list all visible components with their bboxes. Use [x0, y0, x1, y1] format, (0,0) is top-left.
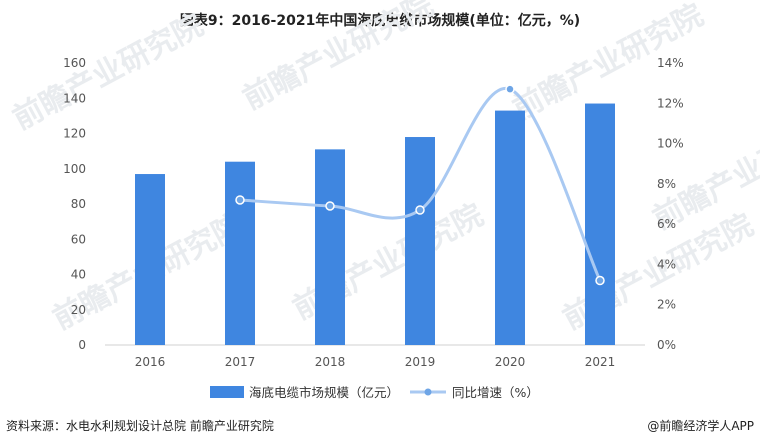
- y-left-tick-label: 120: [63, 127, 86, 141]
- brand-credit: @前瞻经济学人APP: [647, 419, 754, 433]
- x-tick-label: 2018: [315, 355, 346, 369]
- y-left-tick-label: 60: [71, 232, 86, 246]
- x-tick-label: 2019: [405, 355, 436, 369]
- chart-title: 图表9：2016-2021年中国海底电缆市场规模(单位：亿元，%): [179, 13, 581, 29]
- y-right-tick-label: 0%: [657, 338, 676, 352]
- bar-2019: [405, 137, 435, 345]
- x-tick-label: 2020: [495, 355, 526, 369]
- source-note: 资料来源：水电水利规划设计总院 前瞻产业研究院: [6, 419, 274, 433]
- y-left-tick-label: 80: [71, 197, 86, 211]
- x-tick-label: 2017: [225, 355, 256, 369]
- growth-point: [235, 195, 245, 205]
- x-tick-label: 2016: [135, 355, 166, 369]
- y-right-tick-label: 10%: [657, 137, 684, 151]
- y-left-tick-label: 160: [63, 56, 86, 70]
- watermark-text: 前瞻产业研究院: [237, 0, 439, 117]
- legend: 海底电缆市场规模（亿元） 同比增速（%）: [210, 385, 539, 400]
- growth-point: [505, 84, 515, 94]
- y-left-tick-label: 20: [71, 303, 86, 317]
- bar-series: [135, 103, 615, 346]
- legend-bar-swatch: [210, 386, 244, 398]
- growth-line: [239, 87, 602, 282]
- y-right-tick-label: 8%: [657, 177, 676, 191]
- y-right-tick-label: 6%: [657, 217, 676, 231]
- axes: 0 20 40 60 80 100 120 140 160 0% 2% 4% 6% 8% 10% 12% 14%…: [63, 56, 684, 369]
- bar-2017: [225, 161, 255, 345]
- watermark-text: 前瞻产业研究院: [7, 8, 209, 137]
- legend-line-label: 同比增速（%）: [452, 385, 539, 400]
- legend-line-marker: [424, 388, 432, 396]
- growth-point: [325, 201, 335, 211]
- y-left-tick-label: 100: [63, 162, 86, 176]
- legend-bar-label: 海底电缆市场规模（亿元）: [249, 385, 399, 400]
- y-right-tick-label: 4%: [657, 257, 676, 271]
- y-left-tick-label: 40: [71, 268, 86, 282]
- line-series: [235, 84, 605, 286]
- y-right-tick-label: 14%: [657, 56, 684, 70]
- bar-2020: [495, 110, 525, 346]
- y-left-tick-label: 0: [78, 338, 86, 352]
- y-right-tick-label: 2%: [657, 298, 676, 312]
- bar-2021: [585, 103, 615, 345]
- x-tick-label: 2021: [585, 355, 616, 369]
- y-left-tick-label: 140: [63, 91, 86, 105]
- growth-point: [595, 275, 605, 286]
- bar-2016: [135, 174, 165, 345]
- bar-2018: [315, 149, 345, 345]
- y-right-tick-label: 12%: [657, 96, 684, 110]
- growth-point: [415, 205, 425, 215]
